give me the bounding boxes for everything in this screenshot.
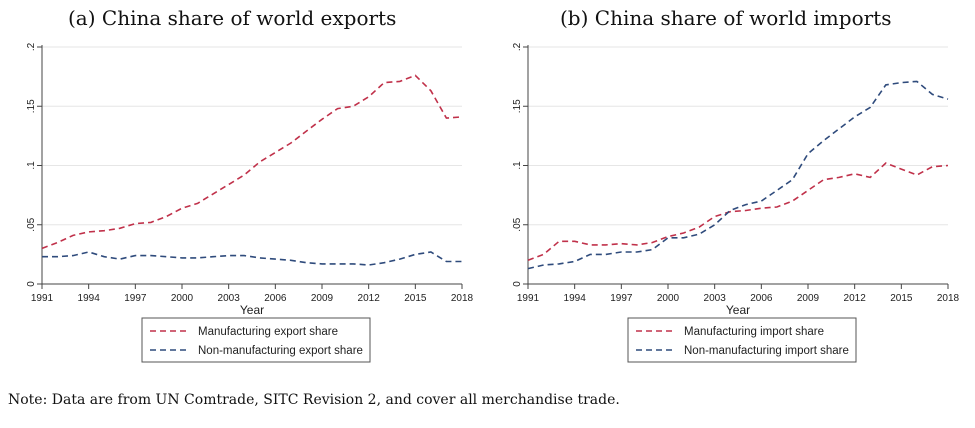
- x-tick-label: 1991: [31, 293, 54, 304]
- legend-label: Manufacturing export share: [198, 326, 338, 338]
- x-tick-label: 1994: [564, 293, 587, 304]
- x-tick-label: 2018: [451, 293, 474, 304]
- x-tick-label: 1997: [610, 293, 633, 304]
- legend-label: Manufacturing import share: [684, 326, 824, 338]
- y-tick-label: 0: [512, 281, 523, 287]
- x-tick-label: 2006: [264, 293, 287, 304]
- x-tick-label: 2006: [750, 293, 773, 304]
- series-line-non-manufacturing: [42, 251, 462, 266]
- legend-label: Non-manufacturing import share: [684, 345, 849, 357]
- x-tick-label: 2009: [311, 293, 334, 304]
- x-tick-label: 2003: [218, 293, 241, 304]
- x-axis-label: Year: [726, 303, 750, 317]
- y-tick-label: .05: [26, 217, 37, 231]
- x-tick-label: 1991: [517, 293, 540, 304]
- imports-chart: 0 .05 .1 .15 .2 1991 1994 1997 2000 2003 2006 2009 2…: [512, 42, 960, 363]
- x-tick-label: 2000: [171, 293, 194, 304]
- y-tick-label: .1: [26, 161, 37, 170]
- x-tick-label: 2012: [358, 293, 381, 304]
- x-tick-label: 2009: [797, 293, 820, 304]
- legend-box: [141, 317, 371, 363]
- x-tick-label: 2015: [890, 293, 913, 304]
- series-line-manufacturing: [527, 162, 949, 262]
- y-tick-label: .15: [26, 99, 37, 113]
- x-tick-label: 1994: [78, 293, 101, 304]
- y-tick-label: .1: [512, 161, 523, 170]
- x-tick-label: 2015: [404, 293, 427, 304]
- y-tick-label: 0: [26, 281, 37, 287]
- note-text: Note: Data are from UN Comtrade, SITC Re…: [8, 392, 620, 408]
- y-tick-label: .2: [512, 42, 523, 51]
- x-tick-label: 2018: [937, 293, 960, 304]
- panel-b-title: (b) China share of world imports: [560, 6, 892, 30]
- x-tick-label: 1997: [124, 293, 147, 304]
- exports-chart: 0 .05 .1 .15 .2 1991 1994 1997 2000 2003 2006 2009 2…: [26, 42, 474, 363]
- y-tick-label: .15: [512, 99, 523, 113]
- y-tick-label: .2: [26, 42, 37, 51]
- series-line-manufacturing: [41, 74, 463, 250]
- x-tick-label: 2012: [844, 293, 867, 304]
- series-line-non-manufacturing: [527, 80, 949, 270]
- x-tick-label: 2000: [657, 293, 680, 304]
- x-tick-label: 2003: [704, 293, 727, 304]
- x-axis-label: Year: [240, 303, 264, 317]
- y-tick-label: .05: [512, 217, 523, 231]
- legend-box: [627, 317, 857, 363]
- legend-label: Non-manufacturing export share: [198, 345, 363, 357]
- panel-a-title: (a) China share of world exports: [68, 6, 397, 30]
